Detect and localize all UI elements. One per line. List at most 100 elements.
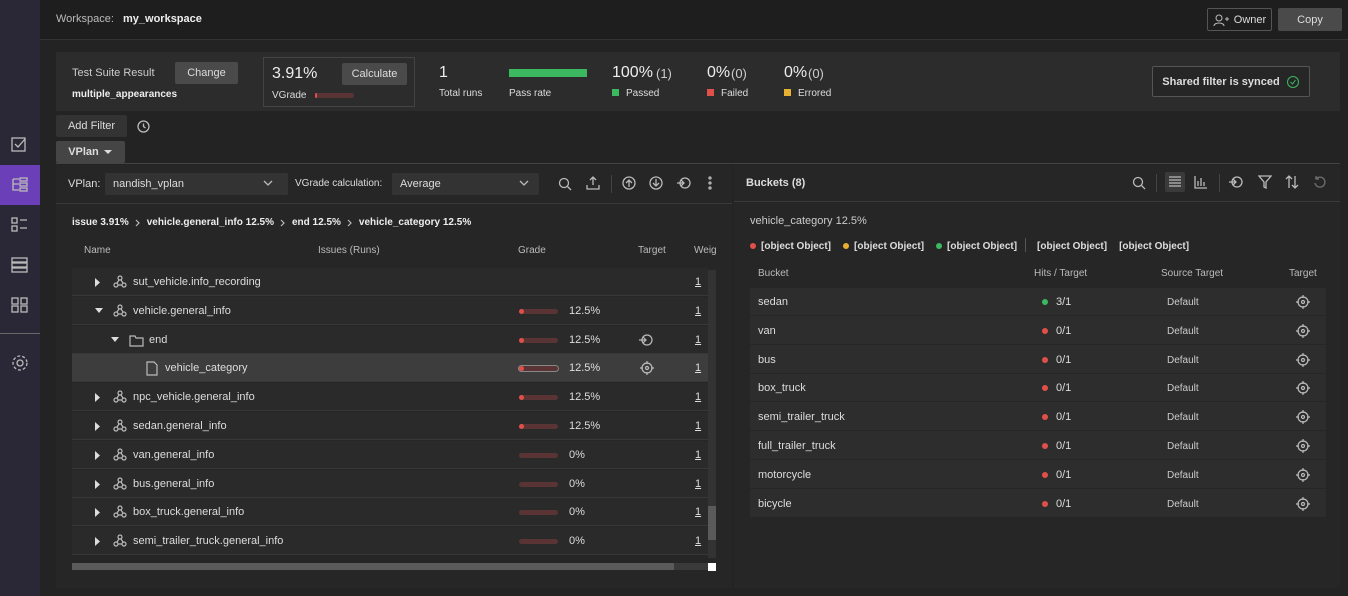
nav-icon[interactable]: [11, 137, 29, 153]
tree-row[interactable]: vehicle_category12.5%1: [72, 354, 708, 382]
bucket-row[interactable]: van0/1Default: [750, 317, 1326, 345]
bucket-row[interactable]: semi_trailer_truck0/1Default: [750, 403, 1326, 431]
settings-icon[interactable]: [11, 354, 29, 372]
stat-count: (0): [808, 66, 824, 81]
breadcrumb-item[interactable]: end 12.5%: [292, 217, 341, 228]
copy-button[interactable]: Copy: [1278, 8, 1342, 31]
calculate-button[interactable]: Calculate: [342, 63, 407, 85]
weight-link[interactable]: 1: [695, 506, 701, 518]
collapse-caret: [110, 336, 120, 346]
expand-caret: [94, 451, 104, 461]
tree-row[interactable]: semi_trailer_truck.general_info0%1: [72, 527, 708, 555]
tree-row[interactable]: van.general_info0%1: [72, 441, 708, 469]
grade-bar: [519, 338, 558, 343]
nav-active[interactable]: [0, 165, 40, 205]
weight-link[interactable]: 1: [695, 362, 701, 374]
list-view-button[interactable]: [1165, 172, 1185, 192]
weight-link[interactable]: 1: [695, 420, 701, 432]
stat-label: Failed: [721, 88, 748, 99]
weight-link[interactable]: 1: [695, 334, 701, 346]
weight-link[interactable]: 1: [695, 535, 701, 547]
tree-row[interactable]: sedan.general_info12.5%1: [72, 412, 708, 440]
tree-row[interactable]: vehicle.general_info12.5%1: [72, 297, 708, 325]
nav-icon[interactable]: [11, 257, 29, 273]
v-scroll-thumb[interactable]: [708, 506, 716, 540]
tree-row[interactable]: npc_vehicle.general_info12.5%1: [72, 383, 708, 411]
expand-icon[interactable]: [649, 176, 663, 190]
bucket-row[interactable]: full_trailer_truck0/1Default: [750, 432, 1326, 460]
vplan-select[interactable]: nandish_vplan: [105, 173, 288, 195]
row-name: box_truck.general_info: [133, 506, 244, 518]
topbar: Workspace: my_workspace Owner Copy: [40, 0, 1348, 40]
search-icon[interactable]: [1132, 176, 1146, 190]
column-header: Target: [1289, 268, 1317, 279]
bucket-row[interactable]: sedan3/1Default: [750, 288, 1326, 316]
filter-icon[interactable]: [1258, 175, 1272, 189]
collapse-icon[interactable]: [622, 176, 636, 190]
bucket-source: Default: [1167, 383, 1199, 394]
column-header: Target: [638, 245, 666, 256]
breadcrumb-item[interactable]: vehicle_category 12.5%: [359, 217, 471, 228]
target-icon: [1296, 497, 1310, 511]
grade-bar: [519, 510, 558, 515]
grade-bar: [519, 309, 558, 314]
vgrade-value: 3.91%: [272, 65, 317, 83]
chart-view-icon[interactable]: [1194, 175, 1208, 189]
calc-select[interactable]: Average: [392, 173, 539, 195]
status-dot: [1042, 385, 1048, 391]
bucket-row[interactable]: box_truck0/1Default: [750, 374, 1326, 402]
sort-icon[interactable]: [1285, 175, 1299, 189]
breadcrumb-item[interactable]: issue 3.91%: [72, 217, 129, 228]
history-icon[interactable]: [136, 119, 151, 134]
stat-percent: 100%: [612, 64, 653, 82]
export-icon[interactable]: [586, 176, 600, 190]
workspace-name: my_workspace: [123, 13, 202, 25]
target-icon: [1296, 381, 1310, 395]
weight-link[interactable]: 1: [695, 276, 701, 288]
tab-text: VPlan: [68, 146, 99, 158]
sidebar: [0, 0, 40, 596]
bucket-source: Default: [1167, 326, 1199, 337]
target-icon: [640, 361, 656, 375]
more-icon[interactable]: [707, 176, 713, 190]
breadcrumb-item[interactable]: vehicle.general_info 12.5%: [147, 217, 274, 228]
vplan-tab[interactable]: VPlan: [56, 141, 125, 163]
legend-label: [object Object]: [1037, 241, 1107, 252]
bucket-row[interactable]: motorcycle0/1Default: [750, 461, 1326, 489]
node-icon: [113, 390, 128, 405]
weight-link[interactable]: 1: [695, 391, 701, 403]
weight-link[interactable]: 1: [695, 478, 701, 490]
vgrade-box: 3.91% Calculate VGrade: [263, 57, 415, 107]
bucket-row[interactable]: bus0/1Default: [750, 346, 1326, 374]
grade-value: 0%: [569, 535, 585, 547]
tree-row[interactable]: bus.general_info0%1: [72, 470, 708, 498]
divider: [0, 333, 40, 334]
bucket-name: bus: [758, 354, 776, 366]
link-icon[interactable]: [1228, 175, 1244, 189]
nav-icon[interactable]: [11, 217, 29, 233]
bucket-name: bicycle: [758, 498, 792, 510]
link-icon[interactable]: [676, 176, 692, 190]
h-scroll-thumb[interactable]: [72, 563, 674, 570]
node-icon: [113, 275, 128, 290]
add-filter-button[interactable]: Add Filter: [56, 115, 127, 137]
bucket-hits: 0/1: [1056, 354, 1071, 366]
search-icon[interactable]: [558, 177, 572, 191]
sync-button[interactable]: Shared filter is synced: [1152, 66, 1310, 97]
weight-link[interactable]: 1: [695, 449, 701, 461]
owner-button[interactable]: Owner: [1207, 8, 1272, 31]
change-button[interactable]: Change: [175, 62, 238, 84]
buckets-subtitle: vehicle_category 12.5%: [750, 215, 867, 227]
tab-line: [56, 163, 1340, 164]
reset-icon[interactable]: [1313, 175, 1327, 189]
stat-percent: 0%: [707, 64, 730, 82]
tree-row[interactable]: sut_vehicle.info_recording1: [72, 268, 708, 296]
stat-count: (0): [731, 66, 747, 81]
nav-icon[interactable]: [11, 297, 29, 313]
pass-rate-bar: [509, 69, 587, 77]
bucket-row[interactable]: bicycle0/1Default: [750, 490, 1326, 518]
tree-row[interactable]: box_truck.general_info0%1: [72, 498, 708, 526]
tree-row[interactable]: end12.5%1: [72, 326, 708, 354]
weight-link[interactable]: 1: [695, 305, 701, 317]
